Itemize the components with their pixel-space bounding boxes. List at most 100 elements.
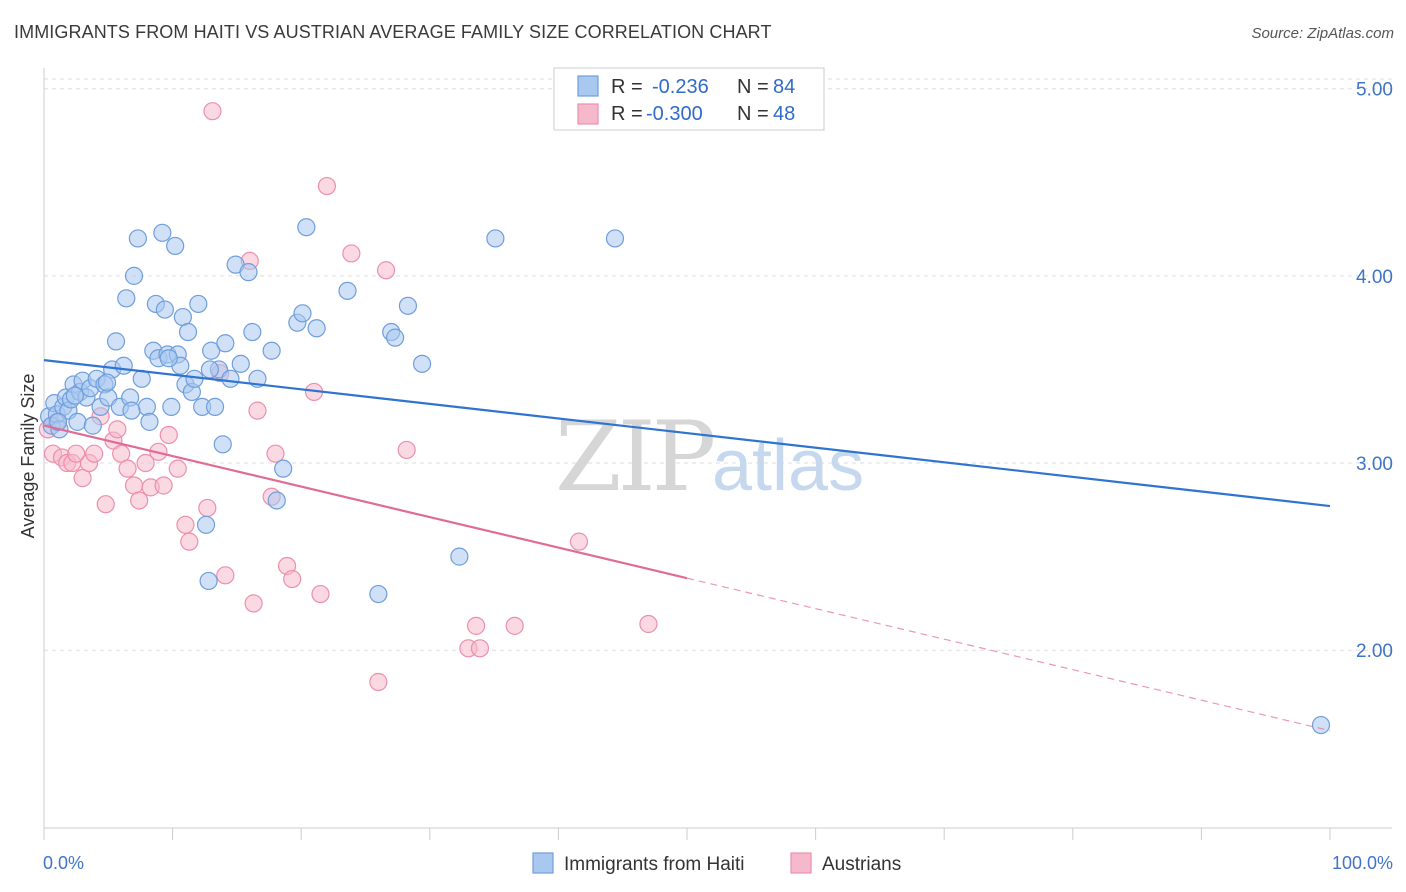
legend-n-label-haiti: N = xyxy=(737,76,769,98)
data-point-haiti xyxy=(49,412,68,431)
data-point-haiti xyxy=(1311,715,1331,735)
data-point-austrians xyxy=(85,444,104,463)
data-point-haiti xyxy=(262,341,281,360)
data-point-haiti xyxy=(162,397,181,416)
bottom-legend-swatch-austrians xyxy=(790,852,812,874)
data-point-haiti xyxy=(369,584,388,604)
data-point-haiti xyxy=(199,571,218,591)
data-point-haiti xyxy=(486,229,505,248)
data-point-austrians xyxy=(96,495,115,514)
data-point-austrians xyxy=(342,244,361,263)
data-point-austrians xyxy=(130,491,149,510)
x-tick-label-min: 0.0% xyxy=(43,853,84,873)
data-point-austrians xyxy=(159,425,178,445)
data-point-haiti xyxy=(243,322,262,342)
data-point-haiti xyxy=(140,412,159,431)
data-point-haiti xyxy=(124,266,144,285)
axes xyxy=(43,68,1392,840)
legend-r-label-haiti: R = xyxy=(611,76,643,98)
data-point-austrians xyxy=(112,444,131,463)
watermark-zip: ZIP xyxy=(555,401,714,513)
data-point-austrians xyxy=(317,176,337,196)
data-point-austrians xyxy=(369,672,388,692)
data-point-haiti xyxy=(155,300,174,319)
data-point-austrians xyxy=(118,459,137,478)
data-point-haiti xyxy=(293,304,312,323)
data-point-haiti xyxy=(205,397,225,416)
data-point-haiti xyxy=(213,435,232,454)
data-point-haiti xyxy=(297,218,316,237)
data-point-austrians xyxy=(108,420,127,439)
legend-n-value-austrians: 48 xyxy=(773,103,795,125)
legend-swatch-haiti xyxy=(577,75,599,97)
data-point-austrians xyxy=(466,616,486,635)
bottom-legend-haiti: Immigrants from Haiti xyxy=(564,854,745,875)
data-point-haiti xyxy=(216,334,235,353)
data-point-austrians xyxy=(216,566,235,585)
data-point-haiti xyxy=(117,289,136,308)
data-point-haiti xyxy=(68,412,87,431)
legend-box xyxy=(553,67,825,131)
bottom-legend-swatch-haiti xyxy=(532,852,554,874)
data-point-austrians xyxy=(203,102,222,121)
data-point-austrians xyxy=(176,515,195,534)
data-point-haiti xyxy=(83,416,102,435)
legend-r-label-austrians: R = xyxy=(611,103,643,125)
data-point-haiti xyxy=(106,332,126,351)
data-point-haiti xyxy=(128,229,147,248)
y-tick-label: 2.00 xyxy=(1356,641,1393,662)
data-point-austrians xyxy=(198,498,217,518)
data-point-haiti xyxy=(221,369,240,388)
legend-swatch-austrians xyxy=(577,103,599,125)
data-point-austrians xyxy=(244,594,263,613)
data-point-haiti xyxy=(307,319,326,338)
data-point-haiti xyxy=(166,236,185,256)
data-point-austrians xyxy=(470,639,490,658)
legend-n-label-austrians: N = xyxy=(737,103,769,125)
data-point-austrians xyxy=(67,444,86,463)
data-point-austrians xyxy=(136,453,155,473)
source-credit: Source: ZipAtlas.com xyxy=(1251,25,1394,42)
data-point-haiti xyxy=(189,294,208,314)
legend-n-value-haiti: 84 xyxy=(773,76,795,98)
data-point-haiti xyxy=(231,354,250,373)
data-point-haiti xyxy=(159,349,178,368)
data-point-haiti xyxy=(385,328,405,347)
data-point-haiti xyxy=(267,491,286,510)
data-point-austrians xyxy=(154,476,173,495)
data-point-austrians xyxy=(397,440,416,460)
data-point-austrians xyxy=(505,616,524,635)
data-point-haiti xyxy=(605,229,625,248)
data-point-austrians xyxy=(376,261,396,280)
data-point-haiti xyxy=(450,547,469,566)
data-point-haiti xyxy=(274,459,293,478)
data-point-austrians xyxy=(73,468,92,488)
data-point-austrians xyxy=(283,569,302,589)
data-point-haiti xyxy=(153,223,172,242)
trend-line-haiti xyxy=(43,359,1331,508)
chart-title: IMMIGRANTS FROM HAITI VS AUSTRIAN AVERAG… xyxy=(14,22,772,42)
data-point-austrians xyxy=(311,584,330,604)
bottom-legend-austrians: Austrians xyxy=(822,854,901,875)
series-haiti-points xyxy=(40,218,1331,735)
trend-lines xyxy=(43,359,1331,732)
series-austrians-points xyxy=(38,102,658,692)
data-point-austrians xyxy=(569,532,589,551)
data-point-austrians xyxy=(248,401,267,420)
legend-r-value-haiti: -0.236 xyxy=(652,76,709,98)
series-legend: Immigrants from Haiti Austrians xyxy=(532,852,901,875)
data-point-austrians xyxy=(180,532,199,551)
data-point-haiti xyxy=(239,263,258,282)
data-point-haiti xyxy=(97,373,117,392)
data-point-austrians xyxy=(266,444,285,463)
y-tick-label: 5.00 xyxy=(1356,80,1393,101)
y-axis-label: Average Family Size xyxy=(18,374,38,539)
data-point-haiti xyxy=(412,354,432,373)
data-point-haiti xyxy=(137,397,156,416)
stats-legend: R = -0.236 N = 84 R = -0.300 N = 48 xyxy=(553,67,825,131)
x-tick-label-max: 100.0% xyxy=(1332,853,1393,873)
data-point-haiti xyxy=(114,356,133,375)
trend-line-austrians xyxy=(43,424,688,580)
data-point-haiti xyxy=(202,341,221,360)
